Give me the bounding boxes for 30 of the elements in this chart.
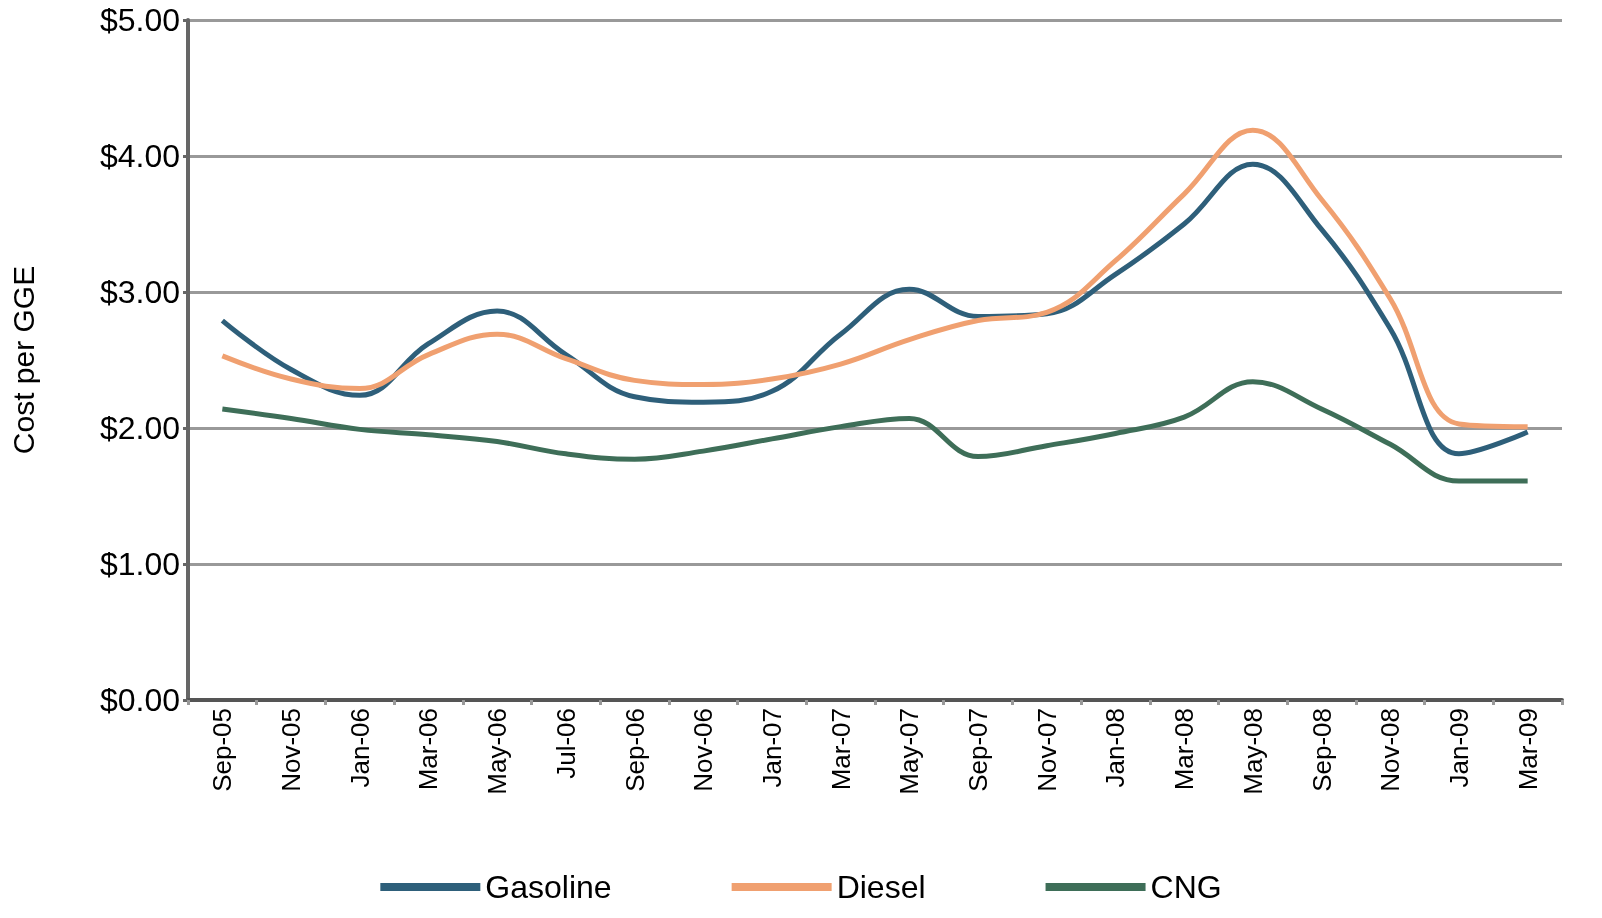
x-tick-label: Sep-07 [963, 708, 994, 792]
legend-label: CNG [1150, 869, 1222, 905]
y-axis-title: Cost per GGE [6, 265, 40, 455]
y-tick-label: $5.00 [99, 2, 180, 38]
x-tick-label: Mar-08 [1169, 708, 1200, 791]
y-tick-label: $1.00 [99, 546, 180, 582]
y-tick-label: $4.00 [99, 138, 180, 174]
x-tick-label: May-08 [1237, 708, 1268, 795]
x-tick-label: Nov-06 [688, 708, 719, 792]
x-tick-label: Mar-07 [825, 708, 856, 791]
x-tick-label: Mar-09 [1512, 708, 1543, 791]
x-tick-label: Nov-07 [1031, 708, 1062, 792]
legend-label: Diesel [836, 869, 926, 905]
x-tick-label: Sep-05 [207, 708, 238, 792]
x-tick-label: Jan-08 [1100, 708, 1131, 788]
y-tick-label: $3.00 [99, 274, 180, 310]
x-tick-label: Nov-08 [1375, 708, 1406, 792]
x-tick-label: May-06 [482, 708, 513, 795]
y-tick-label: $2.00 [99, 410, 180, 446]
x-tick-label: Jan-06 [344, 708, 375, 788]
legend-label: Gasoline [485, 869, 612, 905]
y-tick-label: $0.00 [99, 682, 180, 718]
x-tick-label: Nov-05 [276, 708, 307, 792]
x-tick-label: Sep-08 [1306, 708, 1337, 792]
x-tick-label: Mar-06 [413, 708, 444, 791]
x-tick-label: Sep-06 [619, 708, 650, 792]
x-tick-label: May-07 [894, 708, 925, 795]
x-tick-label: Jan-07 [756, 708, 787, 788]
x-tick-label: Jan-09 [1443, 708, 1474, 788]
x-tick-label: Jul-06 [550, 708, 581, 779]
